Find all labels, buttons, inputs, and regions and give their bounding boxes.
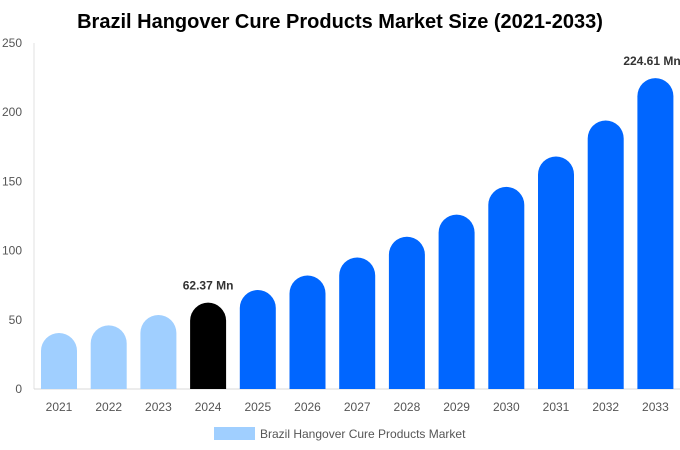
x-tick-label: 2025 (244, 400, 271, 414)
x-tick-label: 2029 (443, 400, 470, 414)
x-tick-label: 2022 (95, 400, 122, 414)
x-tick-label: 2024 (195, 400, 222, 414)
x-tick-label: 2026 (294, 400, 321, 414)
y-tick-label: 0 (15, 382, 22, 396)
bar-2025[interactable] (239, 290, 276, 389)
x-tick-label: 2030 (493, 400, 520, 414)
x-tick-label: 2021 (46, 400, 73, 414)
bar-2027[interactable] (339, 257, 376, 389)
bar-2033[interactable] (637, 78, 674, 389)
bar-2026[interactable] (289, 275, 326, 389)
bar-2022[interactable] (90, 325, 127, 389)
legend[interactable]: Brazil Hangover Cure Products Market (214, 427, 466, 441)
x-tick-label: 2032 (592, 400, 619, 414)
bar-2024[interactable] (190, 302, 227, 389)
bar-2021[interactable] (41, 332, 77, 389)
x-tick-label: 2033 (642, 400, 669, 414)
data-label-2024: 62.37 Mn (183, 279, 234, 293)
bar-2031[interactable] (538, 156, 574, 389)
chart-title: Brazil Hangover Cure Products Market Siz… (77, 11, 603, 33)
y-tick-label: 100 (2, 244, 22, 258)
bar-2030[interactable] (488, 186, 525, 389)
x-tick-label: 2028 (394, 400, 421, 414)
legend-label: Brazil Hangover Cure Products Market (260, 427, 466, 441)
y-tick-label: 50 (9, 313, 23, 327)
bar-2029[interactable] (438, 214, 475, 389)
bar-2032[interactable] (587, 120, 624, 389)
bar-2028[interactable] (388, 236, 425, 389)
x-tick-label: 2027 (344, 400, 371, 414)
y-tick-label: 200 (2, 105, 22, 119)
x-tick-label: 2023 (145, 400, 172, 414)
data-label-2033: 224.61 Mn (623, 54, 680, 68)
legend-swatch (214, 427, 255, 440)
x-tick-label: 2031 (543, 400, 570, 414)
y-tick-label: 150 (2, 174, 22, 188)
y-tick-label: 250 (2, 36, 22, 50)
bar-2023[interactable] (140, 314, 177, 389)
